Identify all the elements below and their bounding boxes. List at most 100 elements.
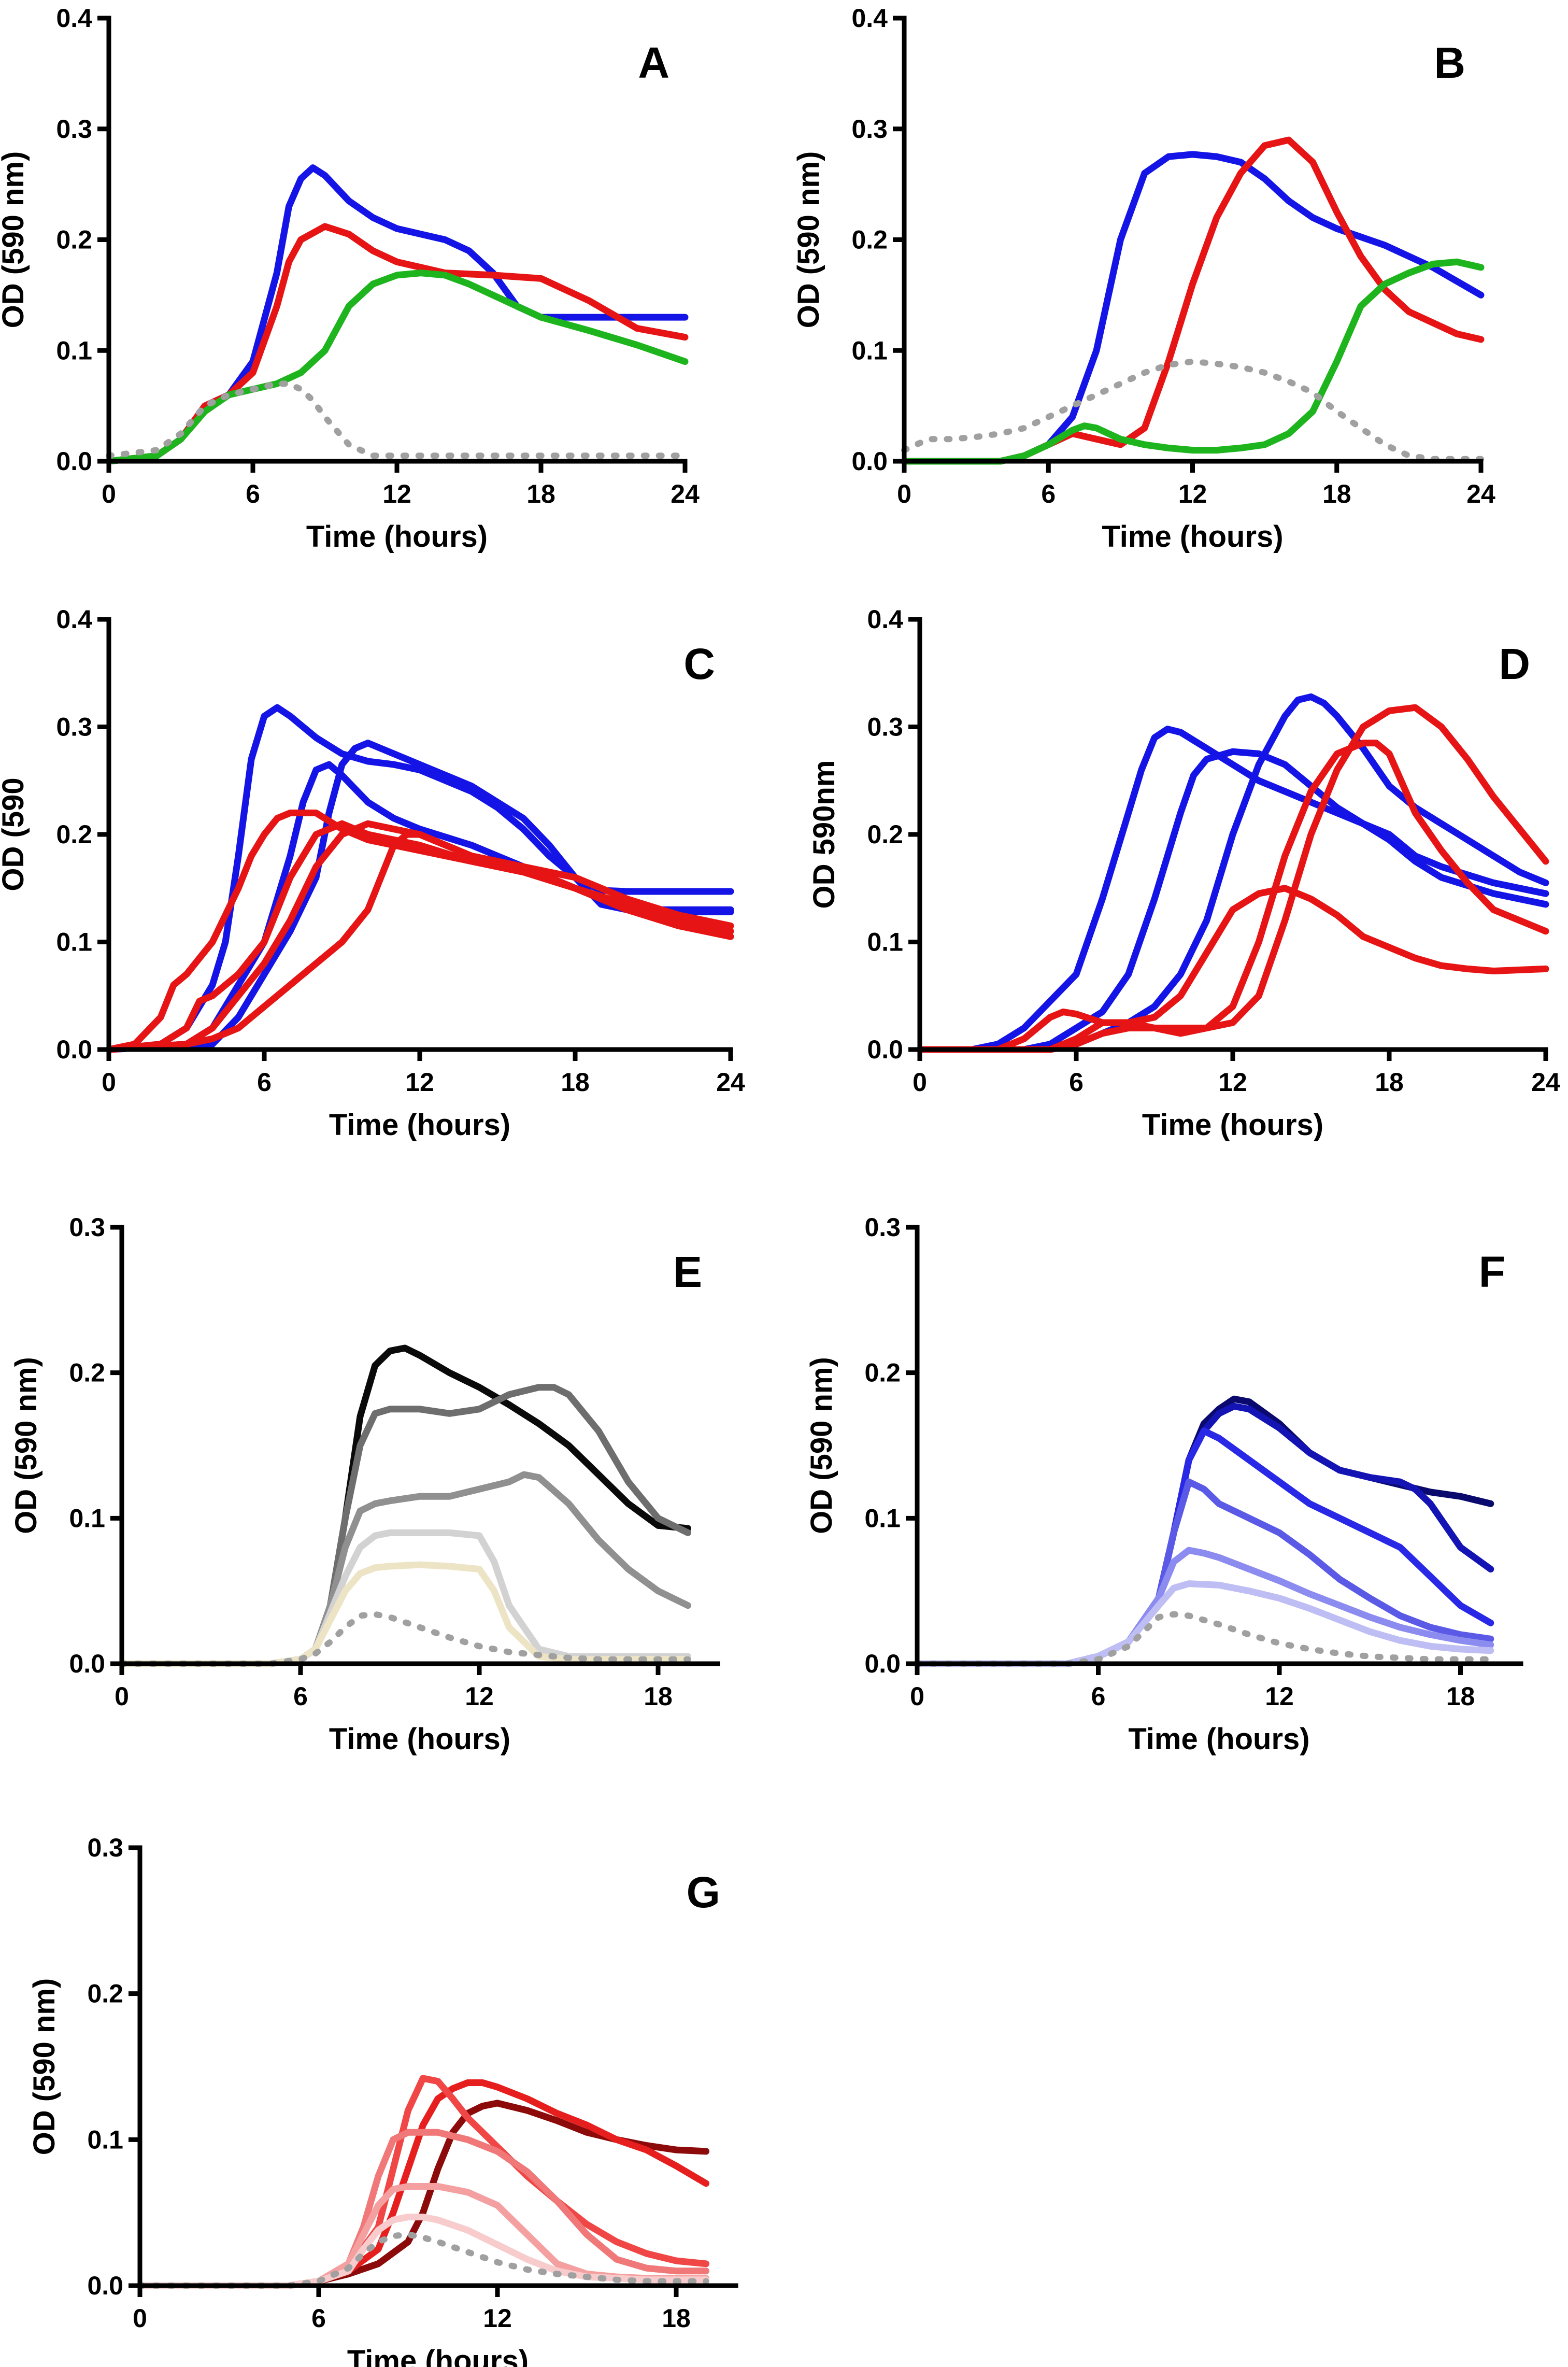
panel-g-x-tick-label: 12 bbox=[483, 2304, 512, 2333]
panel-e-x-tick-label: 12 bbox=[465, 1682, 494, 1711]
panel-d-series-5 bbox=[916, 740, 1549, 1053]
panel-b-x-tick-label: 18 bbox=[1322, 479, 1351, 508]
panel-a-axes bbox=[106, 16, 688, 464]
panel-d-x-tick-label: 6 bbox=[1069, 1068, 1084, 1097]
panel-d-y-tick-label: 0.0 bbox=[867, 1035, 903, 1064]
panel-c-letter: C bbox=[683, 640, 715, 688]
panel-a-letter: A bbox=[638, 38, 669, 87]
panel-b: 0 6 12 18 24 0.0 0.1 0.2 0.3 0.4 Time (hours) OD (5… bbox=[792, 4, 1495, 554]
panel-e-x-tick-label: 0 bbox=[115, 1682, 129, 1711]
panel-f-series-7-dashed bbox=[914, 1611, 1494, 1667]
panel-c-y-tick-label: 0.1 bbox=[56, 928, 92, 957]
panel-d-series-6 bbox=[916, 704, 1549, 1053]
panel-c-y-tick-label: 0.0 bbox=[56, 1035, 92, 1064]
panel-f-x-tick-label: 12 bbox=[1265, 1682, 1294, 1711]
panel-d-y-tick-label: 0.2 bbox=[867, 820, 903, 849]
panel-b-series-1 bbox=[901, 151, 1485, 465]
panel-b-y-axis-title: OD (590 nm) bbox=[792, 151, 825, 329]
panel-e-axes bbox=[119, 1225, 720, 1666]
panel-d-x-tick-label: 0 bbox=[913, 1068, 927, 1097]
panel-a-y-tick-label: 0.0 bbox=[56, 447, 92, 476]
panel-c-x-axis-title: Time (hours) bbox=[329, 1108, 510, 1142]
panel-d-series-4 bbox=[916, 885, 1549, 1053]
panel-d-series-1 bbox=[916, 726, 1549, 1053]
panel-d-letter: D bbox=[1499, 640, 1530, 688]
panel-b-y-tick-label: 0.3 bbox=[851, 115, 888, 144]
panel-f-series-5 bbox=[914, 1547, 1494, 1667]
panel-f-letter: F bbox=[1479, 1248, 1505, 1296]
panel-d-x-axis-title: Time (hours) bbox=[1142, 1108, 1323, 1142]
panel-g-x-axis-title: Time (hours) bbox=[347, 2344, 529, 2367]
panel-e-series-1 bbox=[118, 1344, 691, 1667]
panel-e-y-axis-title: OD (590 nm) bbox=[9, 1357, 43, 1534]
panel-b-y-tick-label: 0.4 bbox=[851, 4, 888, 33]
panel-d-x-tick-label: 18 bbox=[1375, 1068, 1404, 1097]
panel-f-x-axis-title: Time (hours) bbox=[1128, 1722, 1309, 1756]
panel-a-x-axis-title: Time (hours) bbox=[306, 520, 488, 554]
panel-f-series-6 bbox=[914, 1580, 1494, 1667]
panel-f-axes bbox=[915, 1225, 1523, 1666]
panel-g: 0 6 12 18 0.0 0.1 0.2 0.3 Time (hours) OD (590 nm… bbox=[27, 1833, 738, 2367]
panel-c-x-tick-label: 12 bbox=[405, 1068, 434, 1097]
panel-f-y-tick-label: 0.1 bbox=[864, 1504, 901, 1533]
panel-f-x-tick-label: 18 bbox=[1446, 1682, 1475, 1711]
panel-d-series-3 bbox=[916, 693, 1549, 1053]
panel-a-series-4-dashed bbox=[106, 380, 688, 459]
panel-a-x-tick-label: 0 bbox=[102, 479, 116, 508]
panel-c: 0 6 12 18 24 0.0 0.1 0.2 0.3 0.4 Time (hours) OD (5… bbox=[0, 605, 745, 1142]
panel-d-y-tick-label: 0.1 bbox=[867, 928, 903, 957]
panel-d-series-2 bbox=[916, 748, 1549, 1053]
panel-c-x-tick-label: 0 bbox=[102, 1068, 116, 1097]
panel-g-series-7-dashed bbox=[137, 2231, 709, 2289]
panel-c-x-tick-label: 24 bbox=[716, 1068, 745, 1097]
panel-g-series-6 bbox=[136, 2214, 709, 2289]
panel-g-x-tick-label: 18 bbox=[662, 2304, 691, 2333]
panel-a-x-tick-label: 24 bbox=[671, 479, 700, 508]
panel-e-y-tick-label: 0.2 bbox=[69, 1358, 105, 1387]
panel-e-letter: E bbox=[673, 1248, 702, 1296]
panel-c-series-7 bbox=[105, 831, 734, 1053]
panel-a-series-2 bbox=[105, 223, 689, 465]
panel-g-x-tick-label: 0 bbox=[133, 2304, 147, 2333]
panel-d-x-tick-label: 12 bbox=[1218, 1068, 1247, 1097]
panel-a-series-3 bbox=[105, 270, 689, 465]
panel-a-y-tick-label: 0.1 bbox=[56, 336, 92, 365]
panel-e-series-5 bbox=[118, 1561, 691, 1667]
panel-b-x-axis-title: Time (hours) bbox=[1102, 520, 1283, 554]
panel-a-x-tick-label: 12 bbox=[382, 479, 411, 508]
panel-b-series-4-dashed bbox=[901, 358, 1484, 462]
panel-e-x-tick-label: 6 bbox=[293, 1682, 308, 1711]
panel-f-y-tick-label: 0.0 bbox=[864, 1649, 901, 1678]
panel-e: 0 6 12 18 0.0 0.1 0.2 0.3 Time (hours) OD (590 nm… bbox=[9, 1213, 720, 1756]
panel-a-y-tick-label: 0.4 bbox=[56, 4, 92, 33]
panel-a-y-tick-label: 0.3 bbox=[56, 115, 92, 144]
panel-e-y-tick-label: 0.3 bbox=[69, 1213, 105, 1242]
panel-g-y-tick-label: 0.3 bbox=[87, 1833, 123, 1862]
panel-g-series-3 bbox=[136, 2075, 709, 2289]
panel-d-y-tick-label: 0.4 bbox=[867, 605, 903, 634]
panel-e-series-6-dashed bbox=[119, 1611, 691, 1667]
panel-f-series-1 bbox=[914, 1395, 1494, 1667]
panel-g-y-tick-label: 0.2 bbox=[87, 1979, 123, 2008]
panel-f-y-axis-title: OD (590 nm) bbox=[805, 1357, 838, 1534]
panel-f: 0 6 12 18 0.0 0.1 0.2 0.3 Time (hours) OD (590 nm… bbox=[805, 1213, 1523, 1756]
panel-g-y-tick-label: 0.1 bbox=[87, 2125, 123, 2154]
panel-a: 0 6 12 18 24 0.0 0.1 0.2 0.3 0.4 Time (hours) OD (5… bbox=[0, 4, 700, 554]
panel-b-y-tick-label: 0.2 bbox=[851, 225, 888, 254]
panel-b-x-tick-label: 6 bbox=[1041, 479, 1056, 508]
panel-c-y-axis-title: OD (590 bbox=[0, 777, 30, 891]
panel-b-series-2 bbox=[901, 136, 1485, 465]
panel-d-x-tick-label: 24 bbox=[1531, 1068, 1560, 1097]
panel-f-series-4 bbox=[914, 1478, 1494, 1667]
panel-e-x-axis-title: Time (hours) bbox=[329, 1722, 510, 1756]
panel-b-x-tick-label: 0 bbox=[897, 479, 911, 508]
panel-c-series-6 bbox=[105, 820, 734, 1053]
panel-c-x-tick-label: 18 bbox=[561, 1068, 590, 1097]
panel-e-y-tick-label: 0.0 bbox=[69, 1649, 105, 1678]
panel-b-y-tick-label: 0.0 bbox=[851, 447, 888, 476]
panel-b-y-tick-label: 0.1 bbox=[851, 336, 888, 365]
panel-b-letter: B bbox=[1434, 38, 1465, 87]
panel-a-y-axis-title: OD (590 nm) bbox=[0, 151, 30, 329]
panel-f-y-tick-label: 0.2 bbox=[864, 1358, 901, 1387]
